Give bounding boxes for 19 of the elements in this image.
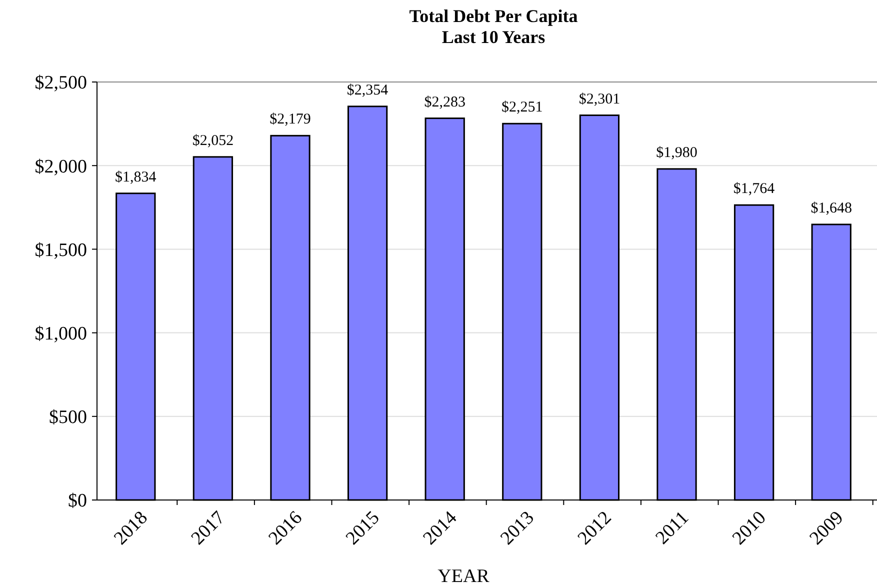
data-label: $1,764 — [733, 181, 776, 198]
x-tick-label: 2011 — [652, 507, 693, 549]
chart-title: Total Debt Per Capita Last 10 Years — [409, 6, 578, 47]
y-tick-label: $1,500 — [34, 240, 87, 261]
y-tick-label: $2,000 — [34, 156, 87, 178]
y-tick-label: $500 — [49, 407, 87, 428]
data-label: $2,179 — [270, 112, 311, 128]
y-tick-label: $0 — [68, 490, 87, 512]
y-tick-label: $1,000 — [34, 323, 87, 344]
y-tick-label: $2,500 — [34, 72, 87, 94]
x-axis-title: YEAR — [438, 566, 490, 587]
data-label: $2,251 — [502, 100, 543, 116]
data-label: $2,283 — [424, 94, 466, 110]
data-label: $1,648 — [810, 200, 852, 216]
data-label: $2,354 — [346, 82, 389, 98]
data-label: $1,834 — [115, 169, 157, 186]
data-label: $2,052 — [192, 132, 234, 149]
data-label: $2,301 — [578, 91, 620, 108]
data-label: $1,980 — [656, 144, 698, 161]
